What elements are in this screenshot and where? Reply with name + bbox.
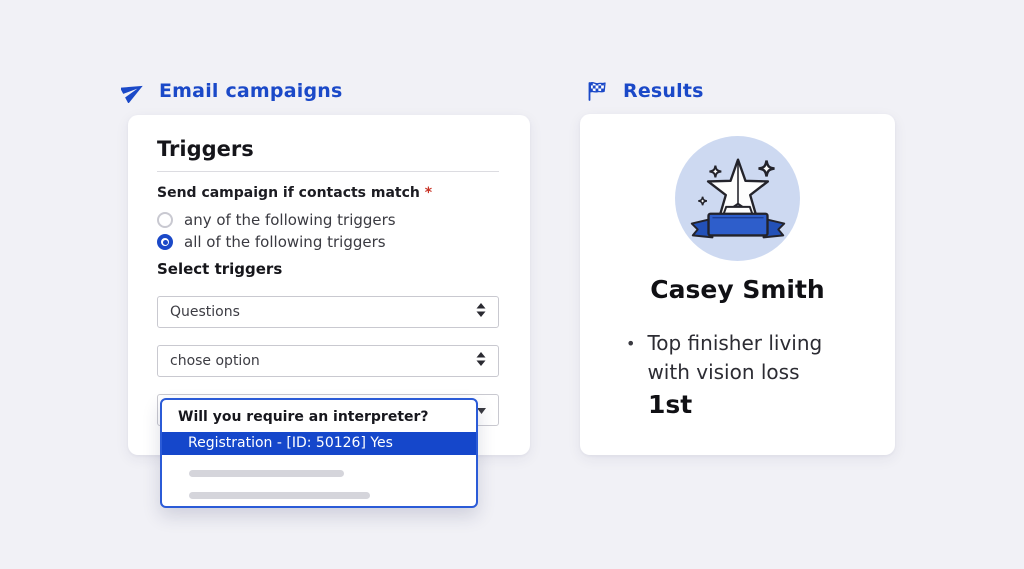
triggers-title: Triggers xyxy=(157,137,254,161)
radio-any-label: any of the following triggers xyxy=(184,211,396,229)
winner-description-text: Top finisher living with vision loss xyxy=(647,331,823,384)
match-condition-text: Send campaign if contacts match xyxy=(157,185,420,201)
radio-any-triggers[interactable]: any of the following triggers xyxy=(157,211,396,229)
match-condition-label: Send campaign if contacts match * xyxy=(157,185,432,201)
radio-all-label: all of the following triggers xyxy=(184,233,386,251)
email-campaigns-label: Email campaigns xyxy=(159,80,343,102)
bullet-glyph: • xyxy=(626,334,636,353)
select-triggers-label: Select triggers xyxy=(157,260,283,278)
required-asterisk: * xyxy=(424,185,433,201)
winner-description: • Top finisher living with vision loss xyxy=(626,329,866,387)
title-divider xyxy=(157,171,499,172)
trigger-type-value: Questions xyxy=(170,304,240,320)
winner-name: Casey Smith xyxy=(650,275,825,304)
dropdown-option-placeholder[interactable] xyxy=(189,492,370,499)
checkered-flag-icon xyxy=(585,79,609,103)
trigger-type-select[interactable]: Questions xyxy=(157,296,499,328)
unfold-arrows-icon xyxy=(476,303,486,321)
radio-any-circle[interactable] xyxy=(157,212,173,228)
trigger-option-select[interactable]: chose option xyxy=(157,345,499,377)
results-header: Results xyxy=(585,79,704,103)
email-campaigns-header: Email campaigns xyxy=(121,79,343,103)
dropdown-question-label: Will you require an interpreter? xyxy=(178,409,429,425)
radio-all-triggers[interactable]: all of the following triggers xyxy=(157,233,386,251)
star-ribbon-badge xyxy=(675,136,800,261)
winner-rank: 1st xyxy=(648,390,693,419)
results-card: Casey Smith • Top finisher living with v… xyxy=(580,114,895,455)
paper-plane-icon xyxy=(121,79,145,103)
question-dropdown-panel: Will you require an interpreter? Registr… xyxy=(160,398,478,508)
trigger-option-value: chose option xyxy=(170,353,260,369)
caret-down-icon xyxy=(477,402,486,418)
results-label: Results xyxy=(623,80,704,102)
unfold-arrows-icon xyxy=(476,352,486,370)
dropdown-option-selected[interactable]: Registration - [ID: 50126] Yes xyxy=(162,432,476,455)
radio-all-circle[interactable] xyxy=(157,234,173,250)
dropdown-option-placeholder[interactable] xyxy=(189,470,344,477)
